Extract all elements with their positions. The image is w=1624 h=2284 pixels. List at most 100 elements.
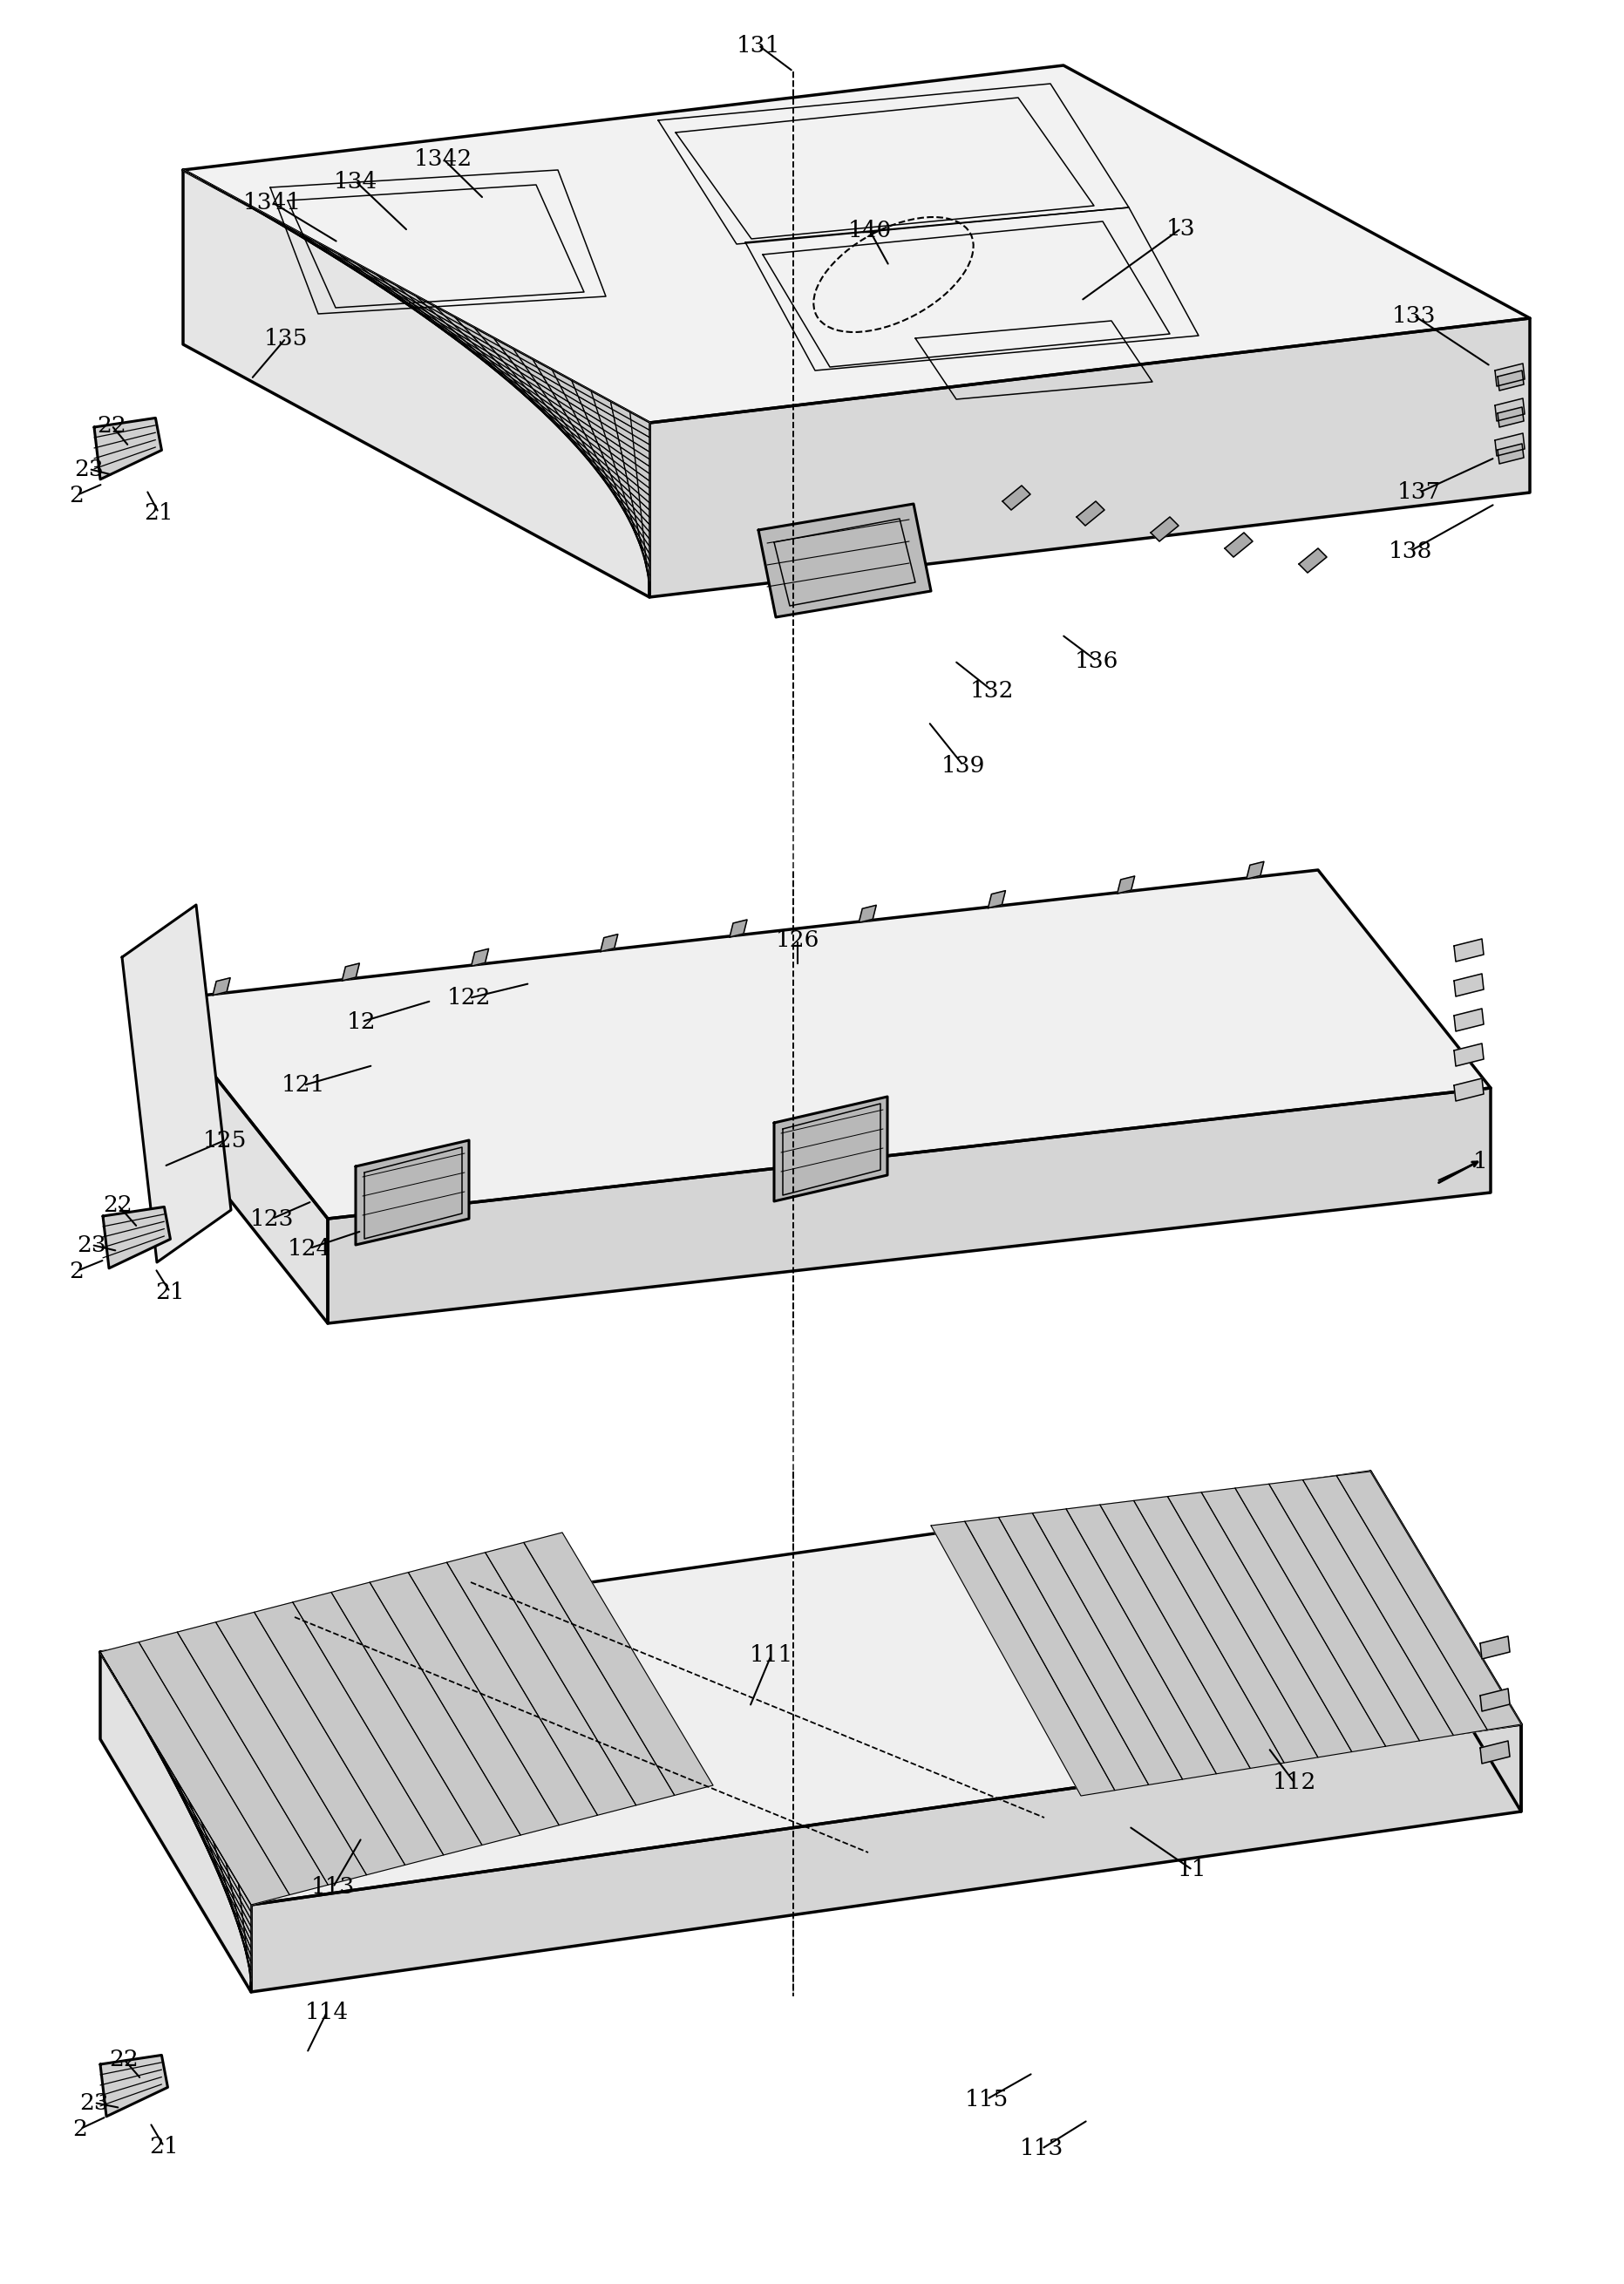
Polygon shape <box>151 1736 252 1941</box>
Polygon shape <box>533 359 650 569</box>
Polygon shape <box>101 1471 1522 1905</box>
Polygon shape <box>611 402 650 596</box>
Polygon shape <box>1371 1471 1522 1811</box>
Polygon shape <box>601 934 617 952</box>
Text: 124: 124 <box>287 1238 331 1258</box>
Polygon shape <box>112 1674 252 1919</box>
Polygon shape <box>377 276 650 509</box>
Polygon shape <box>1453 1010 1484 1032</box>
Polygon shape <box>338 254 650 496</box>
Polygon shape <box>471 948 489 966</box>
Polygon shape <box>1202 1489 1385 1752</box>
Text: 126: 126 <box>776 930 820 950</box>
Polygon shape <box>1302 1475 1488 1736</box>
Polygon shape <box>1496 363 1525 386</box>
Polygon shape <box>213 978 231 996</box>
Polygon shape <box>1496 397 1525 420</box>
Polygon shape <box>162 1756 252 1948</box>
Polygon shape <box>1077 500 1104 525</box>
Text: 13: 13 <box>1166 217 1195 240</box>
Text: 121: 121 <box>281 1073 325 1096</box>
Polygon shape <box>226 1864 252 1985</box>
Text: 114: 114 <box>305 2001 349 2024</box>
Text: 2: 2 <box>70 1261 84 1281</box>
Polygon shape <box>1497 443 1523 464</box>
Polygon shape <box>328 1087 1491 1322</box>
Polygon shape <box>494 338 650 553</box>
Polygon shape <box>201 1820 252 1971</box>
Text: 135: 135 <box>265 327 309 349</box>
Text: 23: 23 <box>76 1233 106 1256</box>
Polygon shape <box>184 169 650 436</box>
Text: 111: 111 <box>750 1644 794 1665</box>
Text: 132: 132 <box>970 681 1013 701</box>
Text: 133: 133 <box>1392 304 1436 327</box>
Text: 1342: 1342 <box>414 148 473 169</box>
Polygon shape <box>1497 370 1523 391</box>
Text: 2: 2 <box>73 2117 88 2140</box>
Text: 23: 23 <box>75 459 104 480</box>
Polygon shape <box>729 920 747 936</box>
Polygon shape <box>255 1601 443 1866</box>
Text: 113: 113 <box>312 1877 356 1898</box>
Text: 136: 136 <box>1075 651 1119 671</box>
Polygon shape <box>408 1562 598 1825</box>
Polygon shape <box>156 1000 328 1322</box>
Polygon shape <box>331 1583 521 1845</box>
Polygon shape <box>184 169 650 596</box>
Polygon shape <box>1497 407 1523 427</box>
Text: 23: 23 <box>80 2092 109 2113</box>
Text: 115: 115 <box>965 2088 1009 2110</box>
Polygon shape <box>1268 1480 1453 1740</box>
Text: 123: 123 <box>250 1208 294 1229</box>
Text: 12: 12 <box>348 1012 377 1032</box>
Text: 113: 113 <box>1020 2138 1064 2161</box>
Text: 122: 122 <box>447 987 490 1010</box>
Polygon shape <box>1453 1044 1484 1067</box>
Polygon shape <box>370 1571 559 1834</box>
Polygon shape <box>1134 1496 1319 1763</box>
Text: 131: 131 <box>736 34 781 57</box>
Polygon shape <box>252 1724 1522 1992</box>
Polygon shape <box>1151 516 1179 541</box>
Polygon shape <box>1236 1485 1419 1747</box>
Polygon shape <box>859 904 877 923</box>
Polygon shape <box>999 1512 1182 1784</box>
Polygon shape <box>1299 548 1327 573</box>
Polygon shape <box>1453 973 1484 996</box>
Polygon shape <box>1496 434 1525 457</box>
Polygon shape <box>572 381 650 582</box>
Polygon shape <box>94 418 162 480</box>
Polygon shape <box>1067 1505 1250 1775</box>
Polygon shape <box>175 1779 252 1955</box>
Polygon shape <box>650 317 1530 596</box>
Polygon shape <box>416 297 650 525</box>
Polygon shape <box>1453 939 1484 962</box>
Polygon shape <box>758 505 931 617</box>
Text: 21: 21 <box>145 502 174 523</box>
Polygon shape <box>101 1651 252 1992</box>
Text: 22: 22 <box>109 2049 138 2069</box>
Polygon shape <box>125 1695 252 1928</box>
Polygon shape <box>1479 1635 1510 1658</box>
Polygon shape <box>138 1633 328 1896</box>
Polygon shape <box>1453 1078 1484 1101</box>
Text: 1: 1 <box>1473 1151 1488 1172</box>
Polygon shape <box>184 66 1530 423</box>
Polygon shape <box>101 1642 289 1905</box>
Polygon shape <box>156 870 1491 1220</box>
Text: 22: 22 <box>97 413 127 436</box>
Polygon shape <box>1168 1491 1351 1756</box>
Text: 140: 140 <box>848 219 892 242</box>
Text: 139: 139 <box>942 754 986 777</box>
Text: 2: 2 <box>70 484 84 507</box>
Polygon shape <box>343 964 359 980</box>
Polygon shape <box>447 1553 637 1816</box>
Polygon shape <box>1224 532 1252 557</box>
Polygon shape <box>1002 486 1030 509</box>
Text: 112: 112 <box>1273 1772 1317 1793</box>
Polygon shape <box>775 1096 887 1201</box>
Text: 137: 137 <box>1397 482 1440 502</box>
Polygon shape <box>931 1521 1114 1795</box>
Text: 134: 134 <box>333 171 378 192</box>
